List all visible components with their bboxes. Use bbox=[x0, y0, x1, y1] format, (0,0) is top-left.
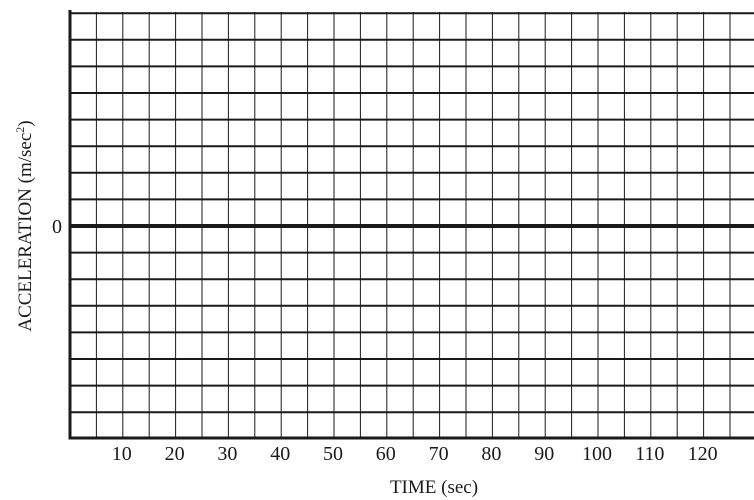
x-tick-label: 110 bbox=[635, 443, 664, 465]
y-tick-label-zero: 0 bbox=[52, 216, 62, 238]
x-tick-label: 120 bbox=[688, 443, 718, 465]
x-tick-label: 10 bbox=[112, 443, 132, 465]
y-axis-title: ACCELERATION (m/sec2) bbox=[13, 120, 36, 331]
y-axis-title-sup: 2 bbox=[13, 127, 27, 133]
y-axis-title-end: ) bbox=[15, 120, 36, 126]
x-tick-label: 70 bbox=[429, 443, 449, 465]
x-tick-label: 20 bbox=[165, 443, 185, 465]
x-tick-label: 30 bbox=[217, 443, 237, 465]
x-tick-label: 80 bbox=[481, 443, 501, 465]
x-tick-label: 100 bbox=[582, 443, 612, 465]
x-tick-label: 40 bbox=[270, 443, 290, 465]
x-tick-label: 90 bbox=[534, 443, 554, 465]
x-tick-label: 60 bbox=[376, 443, 396, 465]
axes bbox=[68, 10, 754, 440]
x-axis-title: TIME (sec) bbox=[390, 477, 478, 498]
x-tick-labels: 10 20 30 40 50 60 70 80 90 100 110 120 bbox=[112, 443, 718, 465]
x-tick-label: 50 bbox=[323, 443, 343, 465]
y-axis-title-base: ACCELERATION (m/sec bbox=[15, 133, 36, 332]
